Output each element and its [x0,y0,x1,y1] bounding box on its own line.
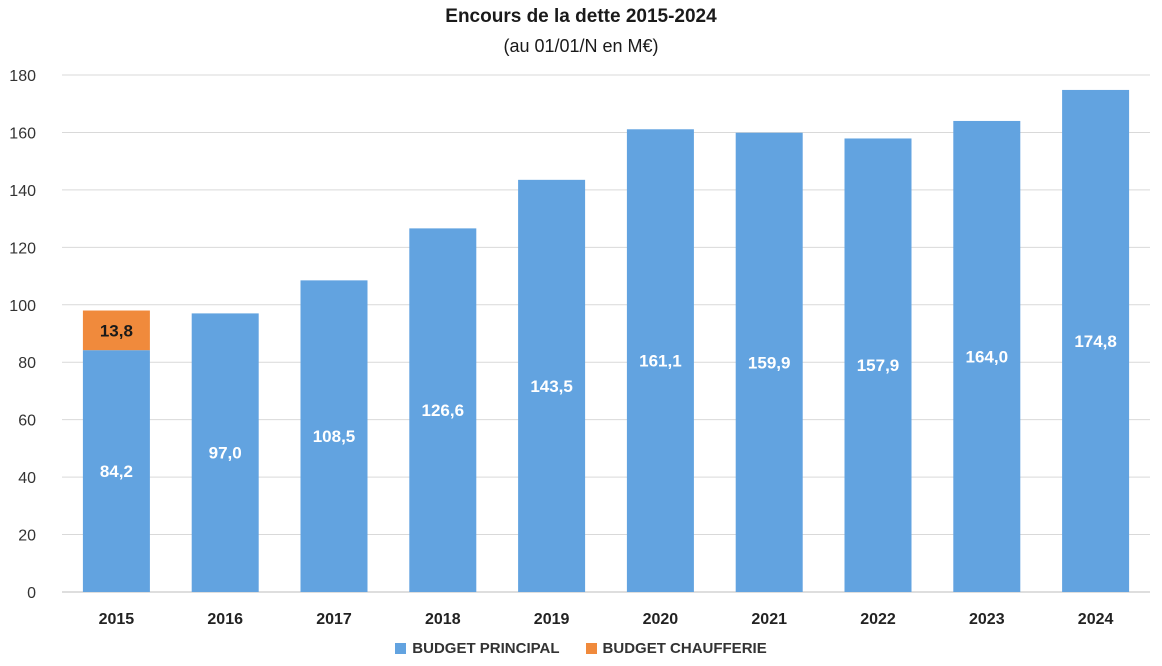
x-tick-label: 2023 [969,611,1005,628]
data-label: 126,6 [422,401,465,420]
bar-budget-chaufferie-2015 [82,310,150,351]
y-tick-label: 120 [9,240,36,257]
data-label: 157,9 [857,356,900,375]
data-label: 159,9 [748,353,791,372]
x-tick-label: 2015 [99,611,135,628]
data-label: 13,8 [100,321,133,340]
bar-budget-principal-2023 [953,120,1021,592]
legend-item: BUDGET CHAUFFERIE [585,640,767,657]
y-tick-label: 80 [18,355,36,372]
x-tick-label: 2020 [643,611,679,628]
legend-label: BUDGET CHAUFFERIE [602,640,767,657]
y-tick-label: 0 [27,585,36,602]
bar-budget-principal-2015 [82,350,150,592]
bar-budget-principal-2021 [735,132,803,592]
bar-budget-principal-2016 [191,313,259,592]
bar-budget-principal-2024 [1062,89,1130,593]
x-tick-label: 2016 [207,611,243,628]
legend-item: BUDGET PRINCIPAL [395,640,560,657]
y-tick-label: 160 [9,125,36,142]
legend: BUDGET PRINCIPAL BUDGET CHAUFFERIE [0,640,1162,657]
y-tick-label: 60 [18,413,36,430]
bar-budget-principal-2019 [518,179,586,592]
data-label: 108,5 [313,427,356,446]
bar-budget-principal-2020 [626,129,694,592]
x-tick-label: 2024 [1078,611,1114,628]
bar-budget-principal-2022 [844,138,912,592]
data-label: 97,0 [209,444,242,463]
bars [82,89,1130,593]
y-tick-label: 100 [9,298,36,315]
y-tick-label: 20 [18,528,36,545]
legend-label: BUDGET PRINCIPAL [412,640,560,657]
chart-subtitle: (au 01/01/N en M€) [503,36,659,56]
data-label: 174,8 [1074,332,1117,351]
x-tick-label: 2021 [751,611,787,628]
plot-area: 0 20 40 60 80 100 120 140 160 180 84,2 13,8 97,0 108… [9,68,1150,628]
y-axis: 0 20 40 60 80 100 120 140 160 180 [9,68,36,602]
bar-budget-principal-2018 [409,228,477,593]
legend-swatch [585,643,597,654]
y-tick-label: 40 [18,470,36,487]
y-tick-label: 140 [9,183,36,200]
x-tick-label: 2019 [534,611,570,628]
x-axis: 2015 2016 2017 2018 2019 2020 2021 2022 2023 2024 [99,611,1114,628]
chart-title: Encours de la dette 2015-2024 [445,6,717,27]
x-tick-label: 2022 [860,611,896,628]
bar-budget-principal-2017 [300,280,368,592]
data-label: 143,5 [530,377,573,396]
legend-swatch [395,643,407,654]
data-label: 164,0 [966,347,1009,366]
data-label: 161,1 [639,352,682,371]
data-label: 84,2 [100,462,133,481]
y-tick-label: 180 [9,68,36,85]
x-tick-label: 2018 [425,611,461,628]
data-labels: 84,2 13,8 97,0 108,5 126,6 143,5 161,1 159,9 157… [100,321,1117,481]
x-tick-label: 2017 [316,611,352,628]
